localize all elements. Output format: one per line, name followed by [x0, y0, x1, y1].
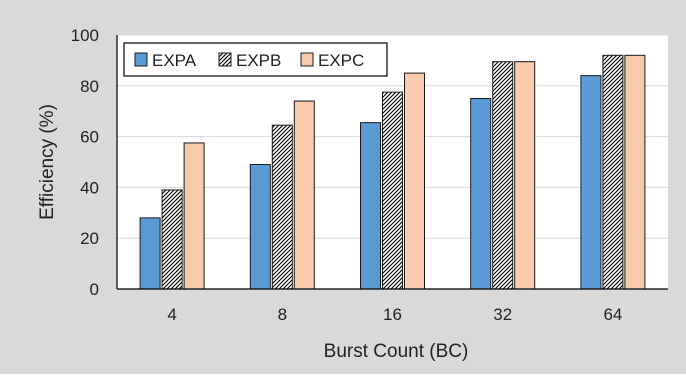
y-tick-label: 80	[80, 77, 99, 96]
x-tick-label: 16	[383, 305, 402, 324]
bar-expc-8	[293, 100, 315, 290]
bar-expc-32	[514, 61, 536, 290]
x-tick-label: 32	[493, 305, 512, 324]
bar-expa-8	[249, 164, 271, 290]
bar-expa-64	[580, 75, 602, 290]
y-tick-label: 40	[80, 178, 99, 197]
bar-expb-4	[161, 189, 183, 290]
axes	[116, 35, 668, 290]
bar-expa-16	[360, 122, 381, 290]
legend-label-expb: EXPB	[236, 51, 281, 70]
bar-expc-4	[183, 142, 205, 290]
y-tick-label: 0	[90, 280, 99, 299]
legend-swatch-expb	[218, 52, 232, 67]
legend: EXPA EXPB EXPC	[123, 42, 388, 77]
legend-label-expc: EXPC	[318, 51, 364, 70]
bar-expc-64	[624, 54, 646, 290]
y-tick-labels: 0 20 40 60 80 100	[71, 26, 99, 299]
y-axis-label: Efficiency (%)	[37, 104, 58, 220]
bar-expb-8	[271, 124, 293, 290]
x-tick-label: 4	[167, 305, 176, 324]
bar-expc-16	[404, 72, 425, 290]
x-tick-label: 64	[603, 305, 622, 324]
bar-expa-4	[139, 217, 161, 290]
x-axis-label: Burst Count (BC)	[324, 341, 469, 362]
x-tick-label: 8	[278, 305, 287, 324]
bar-expa-32	[470, 98, 492, 290]
y-tick-label: 100	[71, 26, 99, 45]
x-tick-labels: 4 8 16 32 64	[167, 305, 622, 324]
bar-expb-64	[602, 54, 624, 290]
legend-label-expa: EXPA	[152, 51, 197, 70]
bar-expb-16	[382, 91, 403, 290]
legend-swatch-expa	[134, 52, 148, 67]
legend-box	[123, 42, 388, 77]
y-tick-label: 20	[80, 229, 99, 248]
bar-expb-32	[492, 61, 514, 290]
y-tick-label: 60	[80, 128, 99, 147]
legend-swatch-expc	[300, 52, 314, 67]
